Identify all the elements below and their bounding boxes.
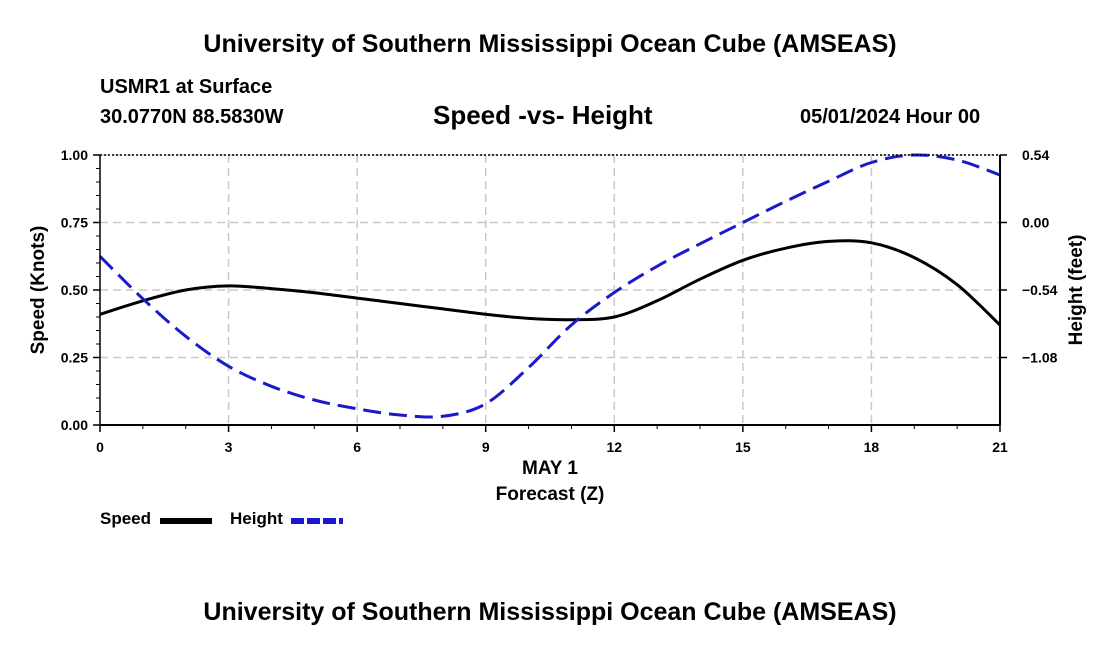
y-axis-title: Speed (Knots) [28,226,49,355]
legend-height-swatch [291,518,343,524]
axes [93,154,1007,432]
y-right-tick-label: 0.00 [1022,215,1049,231]
x-axis-date-label: MAY 1 [522,458,578,479]
y-right-tick-label: 0.54 [1022,147,1049,163]
grid [100,154,1000,425]
station-label: USMR1 at Surface [100,76,273,98]
x-tick-label: 0 [96,439,104,455]
footer-title: University of Southern Mississippi Ocean… [203,598,897,626]
series-layer [98,153,1002,419]
y-right-tick-label: −1.08 [1022,350,1058,366]
chart-subtitle: Speed -vs- Height [433,100,653,130]
height-series-line [98,153,1001,419]
y-tick-label: 0.75 [61,215,88,231]
x-axis-title: Forecast (Z) [496,484,605,505]
y-right-tick-label: −0.54 [1022,282,1058,298]
x-tick-label: 6 [353,439,361,455]
y-axis-right-title: Height (feet) [1066,235,1087,346]
y-tick-label: 1.00 [61,147,88,163]
y-tick-label: 0.50 [61,282,88,298]
x-tick-label: 18 [864,439,880,455]
speed-series-line [99,239,1002,327]
x-tick-label: 3 [225,439,233,455]
y-tick-label: 0.25 [61,350,88,366]
x-tick-label: 15 [735,439,751,455]
chart-title: University of Southern Mississippi Ocean… [203,30,897,58]
y-tick-label: 0.00 [61,417,88,433]
legend-speed-swatch [160,518,212,524]
coordinates-label: 30.0770N 88.5830W [100,106,284,128]
x-tick-label: 12 [606,439,622,455]
tick-labels: 0 3 6 9 12 15 18 21 0.00 0.25 0.50 0.75 1.00 −1.08 −0.… [61,147,1058,455]
x-tick-label: 21 [992,439,1008,455]
datetime-label: 05/01/2024 Hour 00 [800,106,981,128]
legend-height-label: Height [230,509,283,528]
legend-speed-label: Speed [100,509,152,528]
x-tick-label: 9 [482,439,490,455]
